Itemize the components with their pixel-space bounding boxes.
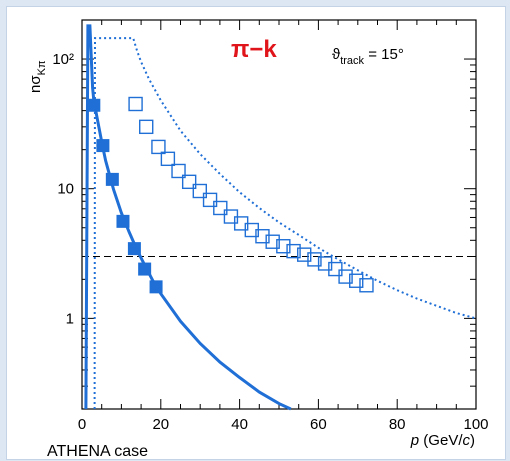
open-square-marker [286,243,301,259]
open-square-marker [128,96,143,112]
open-square-marker [151,139,166,155]
track-angle-annotation: ϑtrack = 15° [332,46,404,67]
open-square-marker [359,278,374,293]
open-square-marker [160,151,176,167]
footer-caption: ATHENA case [47,443,149,460]
tick-labels: 0 20 40 60 80 100 1 10 10² [52,51,488,433]
filled-square-marker [138,262,152,276]
filled-square-marker [149,280,163,294]
open-square-marker [255,229,270,244]
y-tick-label: 10 [57,181,74,198]
solid-curve [84,24,292,411]
open-square-marker [171,163,186,179]
annotation-value: = 15° [364,46,404,63]
chart-title: π−k [231,36,277,63]
y-tick-label: 10² [52,51,74,68]
x-axis-label: p (GeV/c) [410,432,475,449]
open-square-marker [192,183,208,199]
open-square-marker [297,247,312,262]
y-axis-label: nσKπ [27,60,48,93]
x-tick-label: 40 [231,416,248,433]
x-tick-label: 80 [389,416,406,433]
open-square-marker [276,239,291,254]
filled-square-marker [87,98,101,112]
y-axis-label-main: nσ [27,75,44,93]
open-square-marker [181,174,197,190]
filled-square-marker [127,242,141,256]
x-tick-label: 100 [463,416,488,433]
x-tick-label: 20 [152,416,169,433]
open-square-marker [307,252,322,267]
curves [82,24,477,411]
x-tick-label: 0 [78,416,86,433]
open-square-marker [317,256,333,271]
dotted-curve [93,37,477,410]
momentum-separation-chart: 0 20 40 60 80 100 1 10 10² π−k ϑtrack = 15° nσKπ… [27,19,489,449]
open-square-marker [139,119,154,135]
plot-frame [81,19,477,410]
filled-square-marker [96,139,110,153]
open-square-marker [213,200,228,216]
open-square-marker [328,261,343,277]
open-square-marker [349,273,364,288]
markers [87,96,374,294]
filled-square-marker [116,214,130,228]
y-axis-label-subscript: Kπ [36,60,48,75]
annotation-subscript: track [340,55,364,67]
filled-square-marker [105,172,119,186]
x-tick-label: 60 [310,416,327,433]
figure-panel: 0 20 40 60 80 100 1 10 10² π−k ϑtrack = 15° nσKπ… [6,6,506,460]
open-square-marker [338,269,353,284]
annotation-symbol: ϑ [332,46,341,63]
axis-ticks [81,19,477,410]
open-square-marker [265,234,280,249]
open-square-marker [202,192,218,208]
y-tick-label: 1 [66,310,74,327]
